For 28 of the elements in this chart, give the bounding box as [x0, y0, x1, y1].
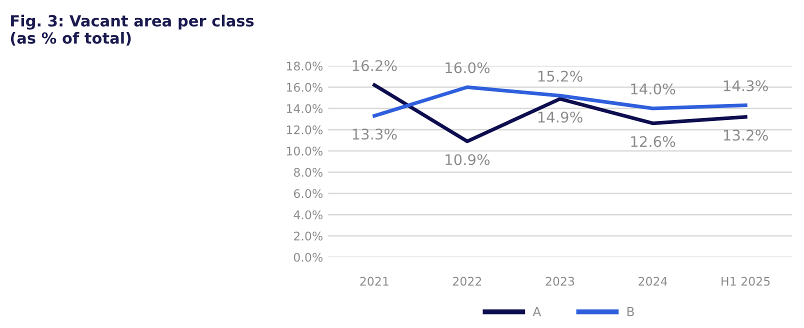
y-tick-label: 8.0% [294, 168, 323, 177]
data-label: 16.2% [352, 60, 397, 72]
y-tick-label: 16.0% [286, 82, 323, 92]
x-tick-label: 2022 [453, 276, 482, 286]
data-label: 14.3% [724, 80, 768, 92]
y-tick-label: 12.0% [286, 125, 323, 134]
y-tick-label: 4.0% [294, 210, 323, 220]
legend-label: A [532, 307, 542, 316]
data-label: 14.0% [631, 83, 676, 94]
data-label: 13.2% [724, 130, 768, 141]
x-tick-label: 2024 [638, 276, 668, 286]
x-tick-label: 2021 [360, 276, 388, 286]
data-label: 13.3% [352, 128, 397, 140]
text: Fig. 3: Vacant area per class (as % of total) [10, 14, 254, 46]
data-label: 14.9% [538, 112, 582, 123]
data-label: 15.2% [538, 70, 582, 82]
y-tick-label: 10.0% [286, 146, 323, 156]
x-tick-label: 2023 [546, 276, 574, 286]
y-tick-label: 6.0% [294, 189, 323, 198]
y-tick-label: 18.0% [286, 62, 323, 71]
data-label: 12.6% [631, 136, 676, 148]
y-tick-label: 2.0% [294, 232, 323, 241]
data-label: 10.9% [446, 154, 490, 166]
x-tick-label: H1 2025 [722, 276, 770, 286]
data-label: 16.0% [446, 62, 490, 74]
y-tick-label: 14.0% [286, 104, 323, 114]
legend-label: B [627, 307, 634, 316]
y-tick-label: 0.0% [294, 252, 323, 262]
